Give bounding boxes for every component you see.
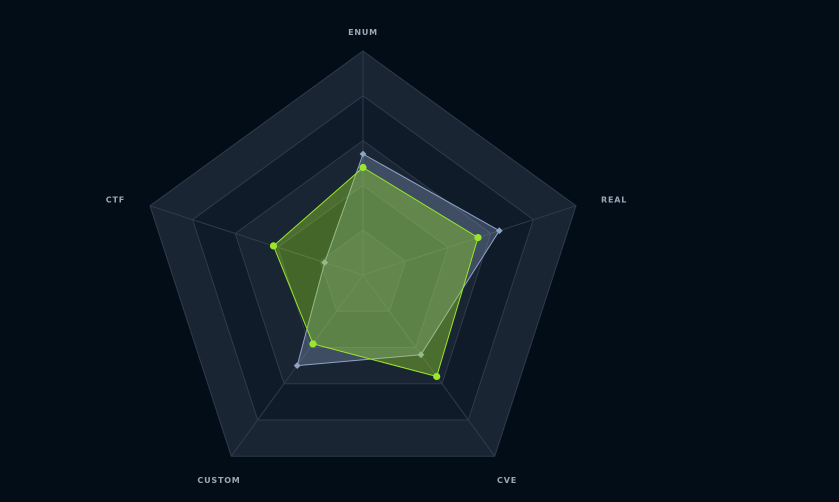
axis-label-real: REAL bbox=[601, 195, 627, 204]
axis-label-custom: CUSTOM bbox=[197, 476, 240, 485]
radar-spokes bbox=[149, 51, 577, 457]
series-2-point-enum bbox=[359, 163, 367, 172]
series-1-point-real bbox=[495, 227, 503, 235]
axis-label-cve: CVE bbox=[497, 476, 517, 485]
series-2 bbox=[269, 163, 482, 381]
series-1-point-custom bbox=[293, 362, 301, 369]
series-2-area bbox=[273, 167, 479, 377]
series-2-point-cve bbox=[433, 372, 441, 381]
radar-series bbox=[269, 150, 503, 381]
axis-label-enum: ENUM bbox=[348, 28, 378, 37]
series-1-point-cve bbox=[417, 351, 425, 359]
series-1-point-enum bbox=[359, 150, 367, 158]
series-2-point-real bbox=[474, 234, 482, 242]
spoke-ctf bbox=[149, 205, 364, 276]
series-1-area bbox=[296, 153, 500, 367]
series-1 bbox=[293, 150, 503, 369]
radar-axis-labels: ENUM REAL CVE CUSTOM CTF bbox=[106, 28, 627, 485]
spoke-real bbox=[362, 205, 577, 276]
series-2-point-custom bbox=[309, 340, 317, 348]
axis-label-ctf: CTF bbox=[106, 195, 125, 204]
series-1-point-ctf bbox=[321, 259, 329, 266]
series-2-point-ctf bbox=[269, 242, 278, 250]
spoke-cve bbox=[362, 274, 496, 457]
